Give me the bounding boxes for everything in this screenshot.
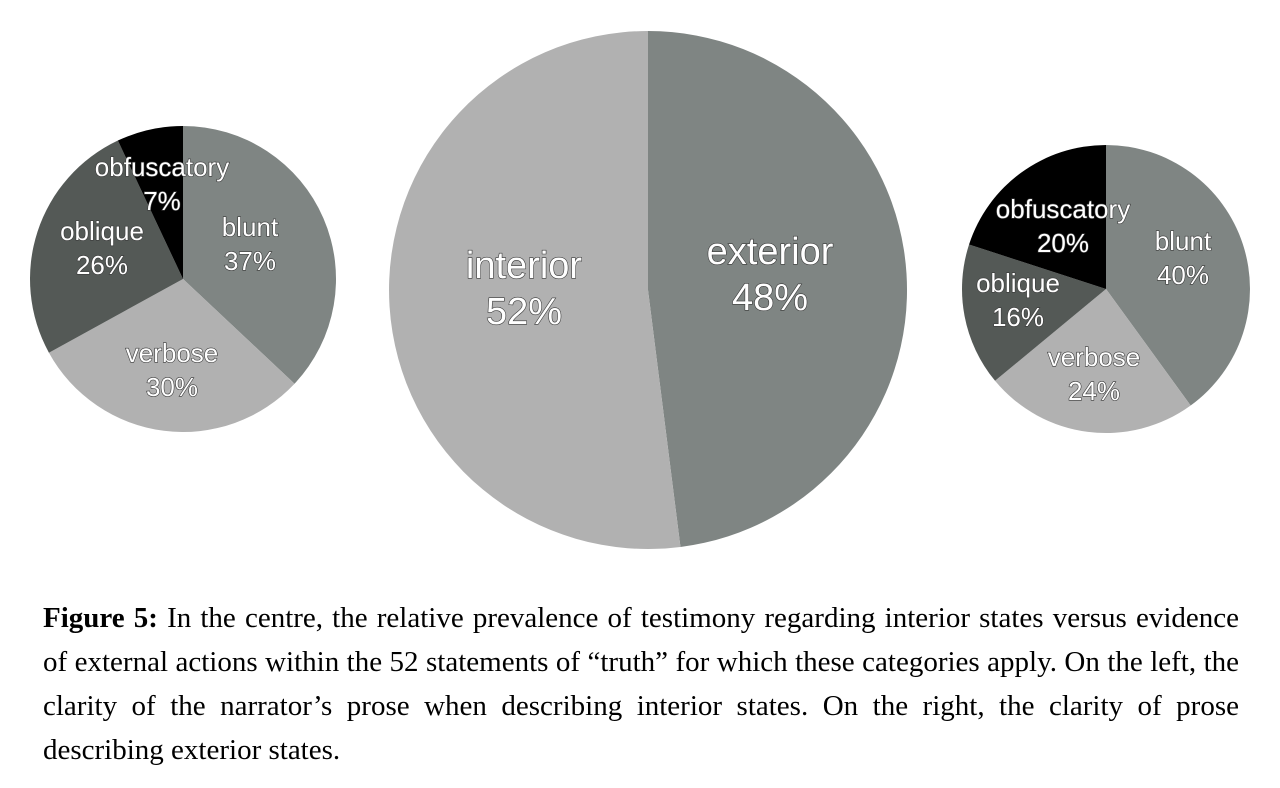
figure-caption: Figure 5: In the centre, the relative pr… (43, 596, 1239, 772)
pie-slice-exterior (648, 31, 908, 547)
slice-value-obfuscatory: 20% (1037, 228, 1089, 258)
slice-label-blunt: blunt (1155, 226, 1212, 256)
pie-slice-oblique (30, 140, 184, 353)
pie-charts-svg: blunt 37% verbose 30% oblique 26% obfuscatory 7… (30, 31, 1251, 549)
pie-slice-interior (389, 31, 681, 549)
slice-label-obfuscatory: obfuscatory (996, 194, 1130, 224)
slice-label-verbose: verbose (1048, 342, 1141, 372)
slice-value-blunt: 37% (224, 246, 276, 276)
slice-label-blunt: blunt (222, 212, 279, 242)
pie-slice-verbose (48, 279, 295, 432)
slice-label-oblique: oblique (976, 268, 1060, 298)
slice-value-verbose: 30% (146, 372, 198, 402)
figure-caption-label: Figure 5: (43, 602, 158, 634)
slice-value-interior: 52% (486, 291, 562, 333)
pie-slice-obfuscatory (969, 145, 1106, 289)
slice-label-oblique: oblique (60, 216, 144, 246)
slice-value-verbose: 24% (1068, 376, 1120, 406)
pie-slice-blunt (1106, 145, 1251, 406)
pie-slice-obfuscatory (117, 126, 183, 279)
pie-slice-blunt (183, 126, 337, 384)
pie-slice-verbose (995, 289, 1191, 433)
pie-chart-1: blunt 37% verbose 30% oblique 26% obfuscatory 7… (30, 126, 337, 432)
pie-chart-3: blunt 40% verbose 24% oblique 16% obfuscatory 2… (962, 145, 1251, 433)
figure-caption-text: In the centre, the relative prevalence o… (43, 602, 1240, 766)
slice-label-exterior: exterior (707, 231, 834, 273)
pie-slice-oblique (962, 244, 1106, 381)
slice-value-oblique: 16% (992, 302, 1044, 332)
slice-value-oblique: 26% (76, 250, 128, 280)
slice-label-obfuscatory: obfuscatory (95, 152, 229, 182)
slice-label-verbose: verbose (126, 338, 219, 368)
slice-value-exterior: 48% (732, 277, 808, 319)
slice-value-obfuscatory: 7% (143, 186, 181, 216)
slice-label-interior: interior (466, 245, 582, 287)
pie-charts-figure: blunt 37% verbose 30% oblique 26% obfuscatory 7… (30, 31, 1251, 549)
slice-value-blunt: 40% (1157, 260, 1209, 290)
